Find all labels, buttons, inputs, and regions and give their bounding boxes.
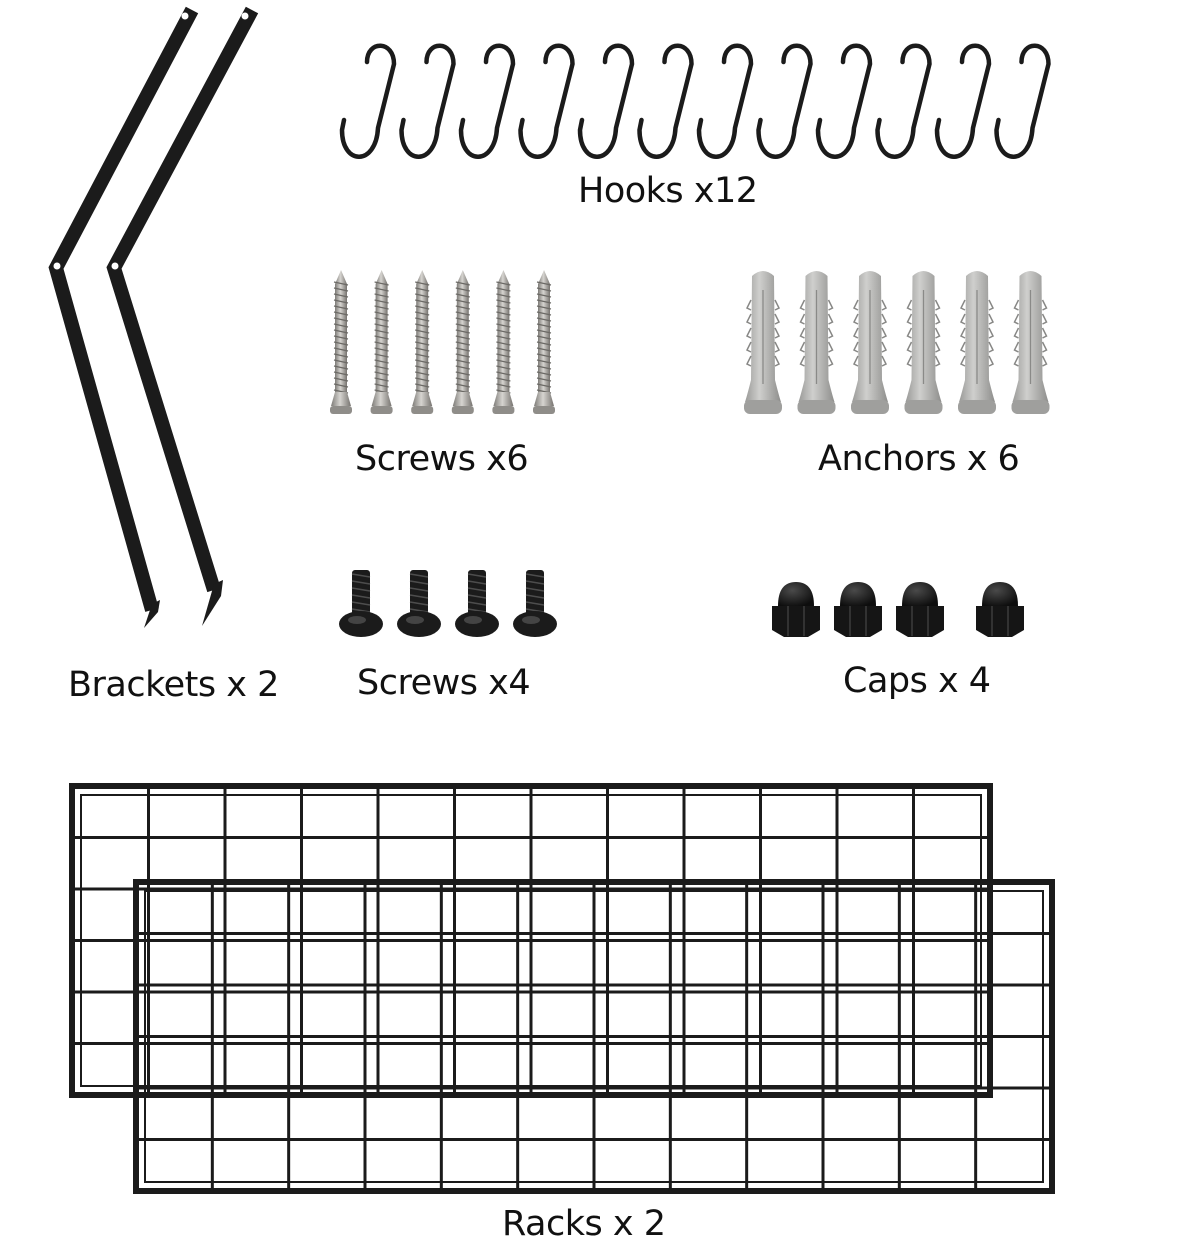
hook-icon [815, 43, 873, 159]
cap-icon [976, 582, 1024, 637]
bracket-icon [48, 6, 199, 628]
brackets-group [48, 6, 259, 628]
hooks-group [339, 43, 1051, 159]
anchors-group [744, 271, 1050, 414]
brackets-label: Brackets x 2 [68, 665, 279, 705]
hook-icon [339, 43, 397, 159]
screw-long-icon [330, 270, 352, 414]
hook-icon [994, 43, 1051, 159]
hook-icon [756, 43, 813, 159]
long-screws-group [330, 270, 555, 414]
anchors-label: Anchors x 6 [818, 439, 1020, 479]
screw-long-icon [411, 270, 434, 414]
hook-icon [696, 43, 754, 159]
racks-label: Racks x 2 [502, 1204, 666, 1244]
hook-icon [577, 43, 635, 159]
rack-icon [133, 879, 1055, 1194]
screw-long-icon [451, 270, 474, 414]
hook-icon [518, 43, 575, 159]
anchor-icon [851, 271, 889, 414]
long-screws-label: Screws x6 [355, 439, 529, 479]
bracket-icon [106, 6, 259, 626]
short-screws-label: Screws x4 [357, 663, 531, 703]
caps-label: Caps x 4 [843, 661, 991, 701]
anchor-icon [797, 271, 836, 414]
hook-icon [934, 43, 992, 159]
cap-icon [772, 582, 820, 637]
anchor-icon [958, 271, 996, 414]
screw-short-icon [513, 570, 557, 637]
cap-icon [834, 582, 882, 637]
screw-long-icon [533, 270, 555, 414]
anchor-icon [744, 271, 782, 414]
hooks-label: Hooks x12 [578, 171, 758, 211]
hook-icon [399, 43, 456, 159]
screw-short-icon [339, 570, 383, 637]
racks-group [69, 783, 1055, 1194]
short-screws-group [339, 570, 557, 637]
screw-long-icon [370, 270, 393, 414]
anchor-icon [904, 271, 943, 414]
hook-icon [458, 43, 516, 159]
hook-icon [875, 43, 932, 159]
caps-group [772, 582, 1024, 637]
screw-short-icon [455, 570, 499, 637]
anchor-icon [1011, 271, 1050, 414]
screw-short-icon [397, 570, 441, 637]
screw-long-icon [492, 270, 515, 414]
rack-icon [69, 783, 993, 1098]
hook-icon [637, 43, 694, 159]
cap-icon [896, 582, 944, 637]
